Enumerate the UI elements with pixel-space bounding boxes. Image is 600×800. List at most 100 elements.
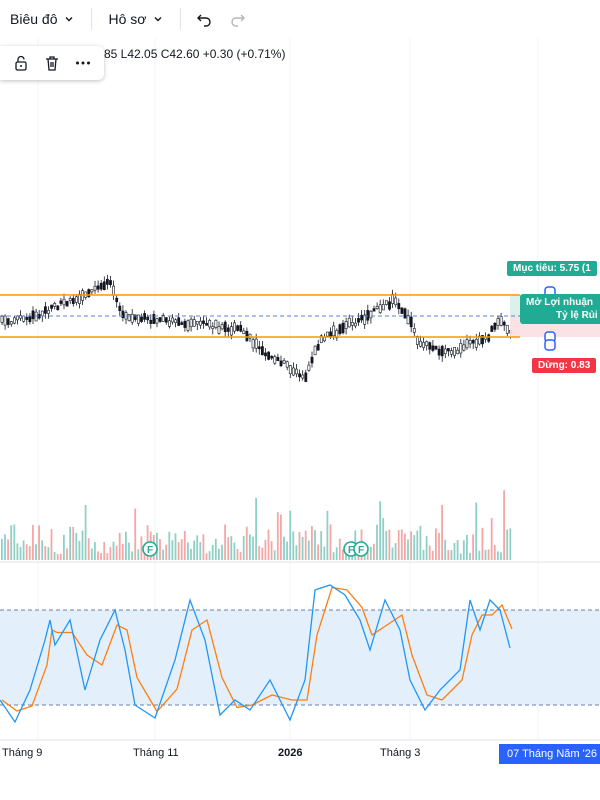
candle-body: [332, 325, 336, 337]
volume-bar: [385, 530, 388, 560]
volume-bar: [382, 518, 385, 560]
volume-bar: [59, 553, 62, 560]
x-axis-label: Tháng 11: [133, 747, 179, 759]
volume-bar: [292, 531, 295, 560]
volume-bar: [304, 530, 307, 560]
candle-body: [490, 325, 494, 332]
candle-body: [9, 321, 13, 325]
candle-body: [149, 319, 153, 324]
candle-body: [419, 340, 422, 347]
candle-body: [152, 314, 156, 324]
candle-body: [369, 310, 373, 319]
more-button[interactable]: [70, 50, 96, 76]
stop-handle[interactable]: [544, 339, 556, 351]
volume-bar: [441, 504, 443, 560]
volume-bar: [41, 540, 44, 560]
volume-bar: [388, 529, 391, 560]
redo-icon: [231, 14, 246, 27]
stoch-d-line: [1, 586, 513, 713]
candle-body: [254, 338, 258, 349]
volume-bar: [342, 549, 344, 560]
candle-body: [65, 300, 69, 307]
volume-bar: [25, 544, 28, 560]
candle-body: [248, 333, 252, 339]
price-candles: [0, 274, 512, 383]
profile-menu-button[interactable]: Hô sơ: [98, 4, 174, 34]
volume-bar: [506, 529, 509, 560]
volume-bar: [109, 547, 112, 560]
volume-bar: [22, 540, 25, 560]
volume-bar: [317, 544, 319, 560]
candle-body: [177, 317, 181, 326]
candle-body: [242, 330, 246, 334]
volume-bar: [422, 549, 425, 560]
volume-bar: [72, 526, 75, 560]
volume-bar: [32, 524, 34, 560]
candle-body: [388, 301, 391, 310]
volume-bar: [249, 534, 251, 560]
volume-bar: [314, 530, 316, 560]
volume-bar: [227, 537, 230, 560]
volume-bar: [66, 548, 68, 560]
candle-body: [384, 300, 388, 305]
candle-body: [394, 297, 398, 305]
candle-body: [168, 320, 171, 327]
pl-line2: Tỷ lệ Rủi: [556, 310, 598, 321]
candle-body: [214, 319, 218, 328]
delete-button[interactable]: [39, 50, 65, 76]
more-icon: [75, 61, 90, 65]
volume-bar: [7, 539, 9, 560]
undo-button[interactable]: [187, 4, 221, 34]
volume-bar: [143, 553, 146, 560]
target-label: Mục tiêu: 5.75 (1: [507, 261, 597, 276]
candle-body: [112, 285, 116, 296]
volume-bar: [202, 534, 205, 560]
volume-bar: [487, 549, 490, 560]
volume-bar: [459, 553, 462, 560]
chart-menu-button[interactable]: Biêu đô: [0, 4, 85, 34]
volume-bar: [38, 525, 40, 560]
candle-body: [477, 335, 481, 345]
candle-body: [195, 321, 199, 325]
volume-bar: [478, 550, 481, 560]
candle-body: [406, 315, 410, 325]
volume-bar: [400, 529, 403, 560]
volume-bar: [193, 540, 195, 560]
volume-bar: [332, 552, 335, 560]
candle-body: [279, 360, 283, 367]
volume-bar: [444, 539, 447, 560]
volume-bar: [35, 544, 37, 560]
volume-bar: [509, 528, 512, 560]
volume-bar: [335, 547, 338, 560]
candle-body: [121, 310, 125, 318]
volume-bar: [53, 552, 56, 560]
candle-body: [481, 335, 484, 345]
candle-body: [353, 322, 357, 327]
candle-body: [425, 341, 429, 346]
volume-bar: [261, 547, 264, 560]
candle-body: [102, 281, 106, 291]
stoch-band: [0, 610, 600, 705]
candle-body: [496, 318, 500, 326]
volume-bar: [75, 532, 78, 560]
volume-bar: [447, 550, 450, 560]
volume-bar: [472, 534, 474, 560]
profit-loss-box: Mở Lợi nhuận Tỷ lệ Rủi: [520, 294, 600, 324]
candle-body: [260, 346, 264, 356]
volume-bars: [1, 490, 512, 560]
candle-body: [59, 300, 63, 304]
event-marker-label: F: [358, 545, 364, 556]
volume-bar: [190, 548, 192, 560]
volume-bar: [242, 535, 245, 560]
volume-bar: [106, 553, 109, 560]
lock-button[interactable]: [8, 50, 34, 76]
volume-bar: [419, 525, 422, 560]
volume-bar: [466, 534, 468, 560]
x-axis-label: Tháng 9: [2, 747, 43, 759]
drawing-floating-toolbar: [0, 46, 104, 80]
redo-button[interactable]: [221, 4, 255, 34]
volume-bar: [171, 540, 174, 560]
volume-bar: [475, 502, 478, 560]
candle-body: [453, 346, 457, 356]
